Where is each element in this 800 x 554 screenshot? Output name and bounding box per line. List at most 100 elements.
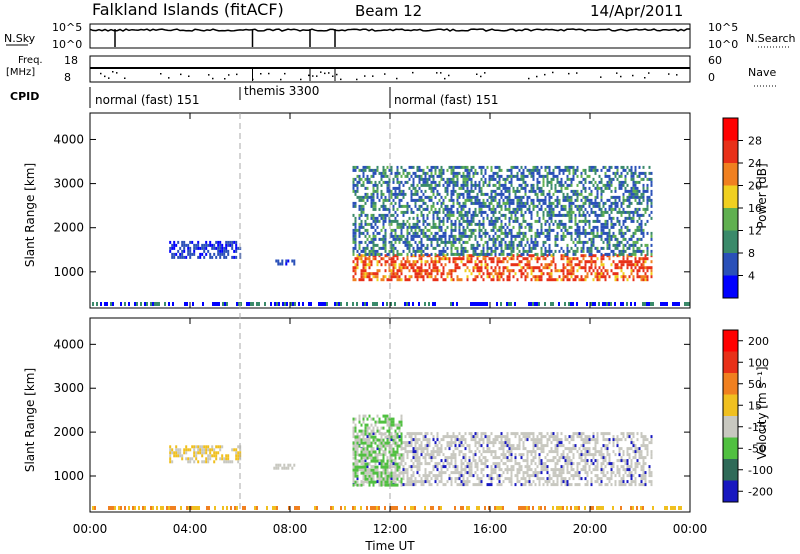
heatmap-cell: [504, 231, 507, 235]
heatmap-cell: [602, 165, 605, 169]
heatmap-cell: [422, 201, 425, 205]
heatmap-cell: [446, 240, 449, 244]
heatmap-cell: [628, 237, 631, 241]
heatmap-cell: [448, 462, 451, 466]
heatmap-cell: [372, 237, 375, 241]
heatmap-cell: [400, 237, 403, 241]
heatmap-cell: [518, 471, 521, 475]
heatmap-cell: [584, 465, 587, 469]
heatmap-cell: [544, 252, 547, 256]
heatmap-cell: [494, 453, 497, 457]
heatmap-cell: [440, 228, 443, 232]
heatmap-cell: [364, 459, 367, 463]
heatmap-cell: [608, 246, 611, 250]
heatmap-cell: [580, 174, 583, 178]
heatmap-cell: [400, 269, 403, 273]
heatmap-cell: [504, 234, 507, 238]
heatmap-cell: [484, 459, 487, 463]
heatmap-cell: [195, 451, 198, 455]
heatmap-cell: [436, 453, 439, 457]
heatmap-cell: [572, 266, 575, 270]
heatmap-cell: [520, 171, 523, 175]
heatmap-cell: [604, 275, 607, 279]
heatmap-cell: [368, 180, 371, 184]
heatmap-cell: [490, 219, 493, 223]
heatmap-cell: [360, 459, 363, 463]
heatmap-cell: [516, 219, 519, 223]
heatmap-cell: [550, 254, 553, 258]
heatmap-cell: [404, 222, 407, 226]
heatmap-cell: [592, 231, 595, 235]
heatmap-cell: [504, 456, 507, 460]
heatmap-cell: [584, 195, 587, 199]
heatmap-cell: [528, 254, 531, 258]
heatmap-cell: [552, 222, 555, 226]
heatmap-cell: [532, 438, 535, 442]
heatmap-cell: [636, 201, 639, 205]
heatmap-cell: [570, 165, 573, 169]
heatmap-cell: [414, 480, 417, 484]
heatmap-cell: [181, 454, 184, 458]
heatmap-cell: [392, 465, 395, 469]
heatmap-cell: [602, 471, 605, 475]
heatmap-cell: [566, 249, 569, 253]
heatmap-cell: [420, 231, 423, 235]
heatmap-cell: [532, 207, 535, 211]
heatmap-cell: [372, 189, 375, 193]
heatmap-cell: [430, 165, 433, 169]
heatmap-cell: [480, 459, 483, 463]
heatmap-cell: [450, 195, 453, 199]
heatmap-cell: [197, 246, 200, 250]
heatmap-cell: [404, 462, 407, 466]
heatmap-cell: [468, 465, 471, 469]
heatmap-cell: [516, 474, 519, 478]
heatmap-cell: [392, 252, 395, 256]
heatmap-cell: [520, 432, 523, 436]
heatmap-cell: [416, 168, 419, 172]
heatmap-cell: [634, 257, 637, 261]
heatmap-cell: [530, 171, 533, 175]
heatmap-cell: [554, 269, 557, 273]
heatmap-cell: [592, 260, 595, 264]
heatmap-cell: [492, 243, 495, 247]
heatmap-cell: [458, 165, 461, 169]
heatmap-cell: [418, 432, 421, 436]
heatmap-cell: [354, 459, 357, 463]
heatmap-cell: [514, 447, 517, 451]
heatmap-cell: [650, 177, 653, 181]
heatmap-cell: [508, 192, 511, 196]
heatmap-cell: [542, 198, 545, 202]
heatmap-cell: [552, 192, 555, 196]
heatmap-cell: [354, 263, 357, 267]
heatmap-cell: [486, 483, 489, 487]
heatmap-cell: [239, 448, 242, 452]
heatmap-cell: [360, 480, 363, 484]
heatmap-cell: [534, 234, 537, 238]
heatmap-cell: [528, 477, 531, 481]
heatmap-cell: [486, 441, 489, 445]
heatmap-cell: [448, 240, 451, 244]
heatmap-cell: [172, 302, 174, 306]
heatmap-cell: [558, 222, 561, 226]
heatmap-cell: [640, 177, 643, 181]
heatmap-cell: [275, 259, 278, 263]
heatmap-cell: [568, 483, 571, 487]
heatmap-cell: [422, 171, 425, 175]
heatmap-cell: [472, 474, 475, 478]
heatmap-cell: [404, 468, 407, 472]
heatmap-cell: [536, 441, 539, 445]
heatmap-cell: [560, 468, 563, 472]
heatmap-cell: [564, 480, 567, 484]
heatmap-cell: [510, 174, 513, 178]
heatmap-cell: [454, 435, 457, 439]
heatmap-cell: [492, 249, 495, 253]
heatmap-cell: [221, 249, 224, 253]
heatmap-cell: [480, 171, 483, 175]
heatmap-cell: [480, 213, 483, 217]
heatmap-cell: [432, 266, 435, 270]
heatmap-cell: [416, 272, 419, 276]
heatmap-cell: [448, 257, 451, 261]
heatmap-cell: [382, 165, 385, 169]
heatmap-cell: [227, 252, 230, 256]
heatmap-cell: [580, 450, 583, 454]
